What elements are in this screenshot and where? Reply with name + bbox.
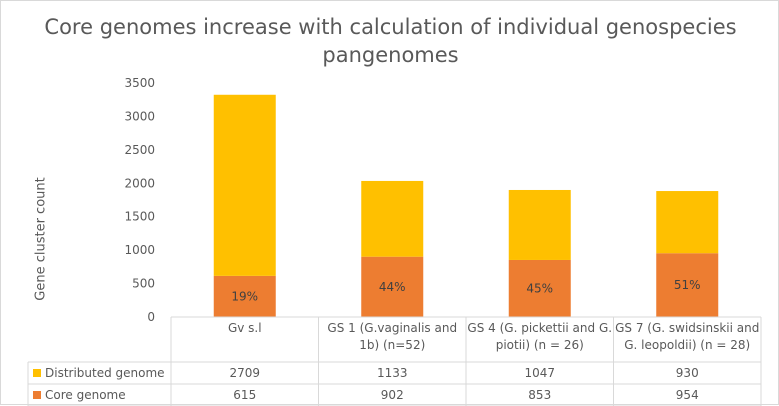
bar-segment-distributed (656, 191, 719, 254)
bar-data-label: 51% (674, 278, 701, 292)
bar-segment-distributed (508, 189, 571, 260)
x-category-label: G. leopoldii) (n = 28) (624, 338, 750, 352)
bar-segment-core (656, 253, 719, 317)
bar-segment-core (508, 259, 571, 317)
legend-key-core (33, 391, 41, 399)
table-cell-value: 1047 (524, 366, 555, 380)
table-cell-value: 954 (676, 388, 699, 402)
x-category-label: Gv s.l (228, 321, 262, 335)
chart-title-line-1: Core genomes increase with calculation o… (44, 15, 737, 39)
y-tick-label: 1000 (124, 243, 155, 257)
table-cell-value: 1133 (377, 366, 408, 380)
y-tick-label: 2500 (124, 143, 155, 157)
bar-data-label: 44% (379, 280, 406, 294)
table-cell-value: 615 (233, 388, 256, 402)
table-cell-value: 930 (676, 366, 699, 380)
bar-segment-distributed (361, 180, 424, 257)
y-tick-label: 2000 (124, 176, 155, 190)
y-tick-label: 3500 (124, 76, 155, 90)
x-category-label: piotii) (n = 26) (496, 338, 584, 352)
table-cell-value: 902 (381, 388, 404, 402)
bar-data-label: 19% (231, 289, 258, 303)
bar-segment-core (213, 275, 276, 317)
x-category-label: 1b) (n=52) (359, 338, 425, 352)
legend-series-name: Core genome (45, 388, 126, 402)
bar-data-label: 45% (526, 281, 553, 295)
bar-segment-distributed (213, 94, 276, 276)
y-tick-label: 500 (132, 277, 155, 291)
bar-segment-core (361, 256, 424, 317)
legend-key-distributed (33, 369, 41, 377)
table-cell-value: 2709 (229, 366, 260, 380)
legend-series-name: Distributed genome (45, 366, 165, 380)
x-category-label: GS 1 (G.vaginalis and (327, 321, 457, 335)
x-category-label: GS 7 (G. swidsinskii and (615, 321, 759, 335)
y-tick-label: 0 (147, 310, 155, 324)
y-tick-label: 1500 (124, 210, 155, 224)
table-cell-value: 853 (528, 388, 551, 402)
chart-title-line-2: pangenomes (322, 43, 459, 67)
x-category-label: GS 4 (G. pickettii and G. (467, 321, 612, 335)
y-tick-label: 3000 (124, 109, 155, 123)
